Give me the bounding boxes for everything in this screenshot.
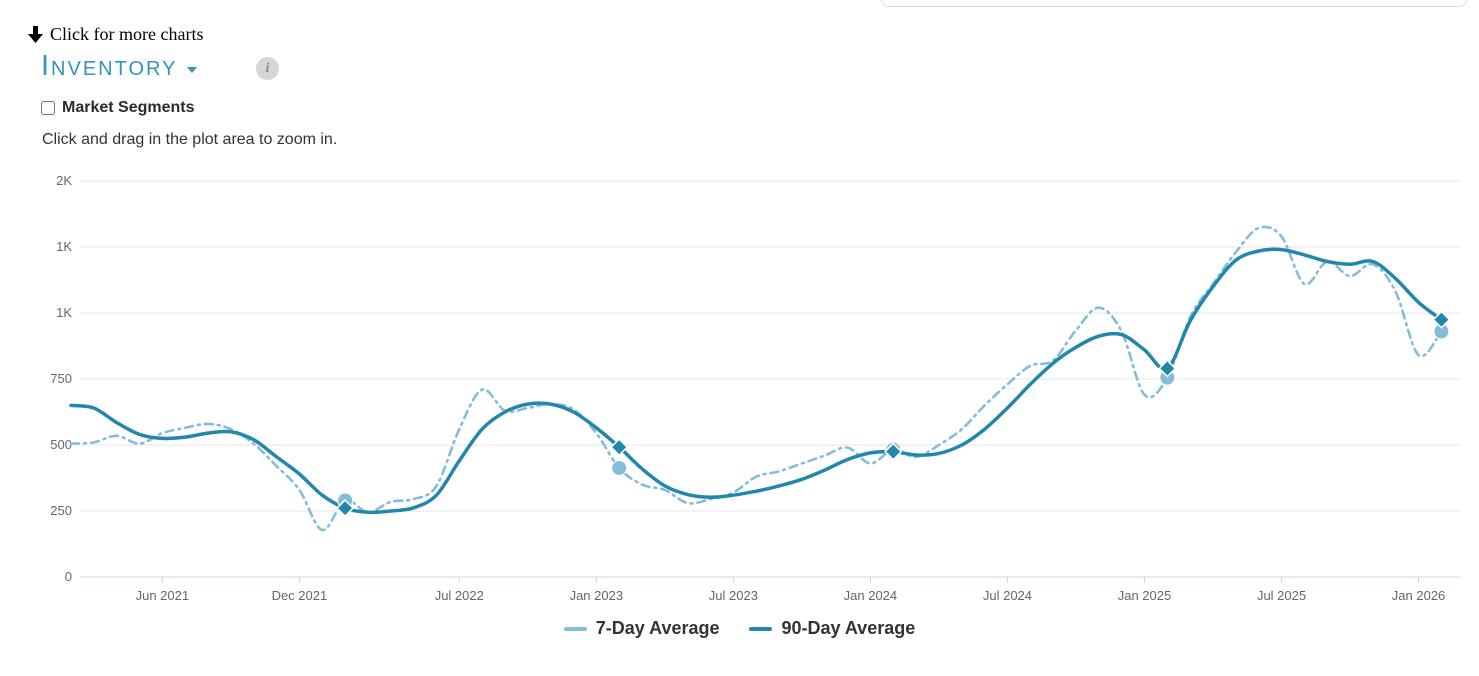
info-button[interactable]: i <box>256 57 279 80</box>
inventory-chart-svg[interactable]: 0 250 500 750 1K 1K 2K Jun 2021 Dec 2021 Jul 2022… <box>0 160 1479 620</box>
marker-circle-7-day[interactable] <box>611 459 628 476</box>
x-axis-label: Jul 2025 <box>1257 588 1306 603</box>
legend-item-7-day[interactable]: 7-Day Average <box>563 618 720 639</box>
x-axis-label: Jan 2026 <box>1392 588 1446 603</box>
market-segments-toggle[interactable]: Market Segments <box>41 99 195 117</box>
chart-title-label: Inventory <box>41 50 178 82</box>
y-axis-label: 1K <box>56 239 72 254</box>
more-charts-link[interactable]: Click for more charts <box>28 24 203 45</box>
legend-item-90-day[interactable]: 90-Day Average <box>749 618 915 639</box>
y-axis-label: 500 <box>50 437 72 452</box>
market-segments-label: Market Segments <box>62 99 195 116</box>
dash-icon-90-day <box>749 626 773 631</box>
y-axis-label: 2K <box>56 173 72 188</box>
search-input[interactable] <box>881 0 1467 7</box>
legend-label-90-day: 90-Day Average <box>781 618 916 638</box>
x-axis-label: Jun 2021 <box>136 588 190 603</box>
chevron-down-icon <box>187 66 198 73</box>
zoom-hint-text: Click and drag in the plot area to zoom … <box>42 131 338 148</box>
y-axis-label: 0 <box>65 569 72 584</box>
series-line-90-day[interactable] <box>69 247 1444 515</box>
x-axis-label: Jan 2023 <box>570 588 624 603</box>
marker-diamond-90-day[interactable] <box>1432 310 1451 329</box>
marker-diamond-90-day[interactable] <box>884 442 903 461</box>
info-icon: i <box>265 60 270 76</box>
x-axis-label: Jul 2022 <box>435 588 484 603</box>
marker-diamond-90-day[interactable] <box>336 499 355 518</box>
marker-diamond-90-day[interactable] <box>1158 359 1177 378</box>
inventory-chart[interactable]: 0 250 500 750 1K 1K 2K Jun 2021 Dec 2021 Jul 2022… <box>0 160 1479 620</box>
y-axis-label: 1K <box>56 305 72 320</box>
marker-diamond-90-day[interactable] <box>610 438 629 457</box>
y-axis-label: 250 <box>50 503 72 518</box>
more-charts-label: Click for more charts <box>50 24 204 44</box>
x-axis-label: Jan 2025 <box>1118 588 1172 603</box>
x-axis-label: Dec 2021 <box>272 588 328 603</box>
legend-label-7-day: 7-Day Average <box>595 618 720 638</box>
down-arrow-icon <box>28 26 43 43</box>
chart-legend: 7-Day Average 90-Day Average <box>0 618 1479 639</box>
dash-icon-7-day <box>563 626 587 631</box>
y-axis-label: 750 <box>50 371 72 386</box>
series-line-7-day[interactable] <box>69 225 1443 532</box>
x-axis-label: Jan 2024 <box>844 588 898 603</box>
x-axis-label: Jul 2023 <box>709 588 758 603</box>
x-axis-label: Jul 2024 <box>983 588 1032 603</box>
chart-title-dropdown[interactable]: Inventory <box>41 50 198 83</box>
market-segments-checkbox[interactable] <box>41 101 55 115</box>
